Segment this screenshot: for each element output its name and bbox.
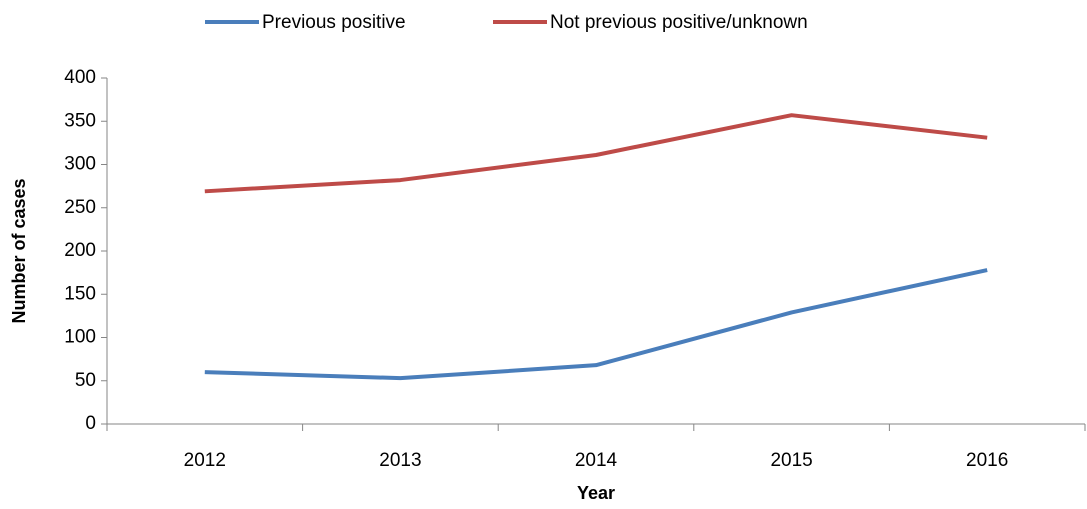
x-tick-label: 2013 <box>379 450 421 471</box>
x-tick-label: 2016 <box>966 450 1008 471</box>
y-tick-label: 50 <box>75 370 96 391</box>
x-axis-label: Year <box>577 483 615 503</box>
y-tick-label: 100 <box>64 327 96 348</box>
y-tick-label: 250 <box>64 197 96 218</box>
series-line <box>204 268 988 381</box>
y-tick-label: 350 <box>64 110 96 131</box>
legend-label: Previous positive <box>262 12 406 33</box>
y-axis-label: Number of cases <box>9 178 29 323</box>
x-tick-label: 2012 <box>184 450 226 471</box>
y-tick-label: 400 <box>64 67 96 88</box>
x-tick-label: 2015 <box>770 450 812 471</box>
y-tick-label: 150 <box>64 283 96 304</box>
y-tick-label: 300 <box>64 154 96 175</box>
y-tick-label: 0 <box>85 413 96 434</box>
series-line <box>204 113 988 194</box>
y-tick-label: 200 <box>64 240 96 261</box>
x-tick-label: 2014 <box>575 450 618 471</box>
legend-label: Not previous positive/unknown <box>550 12 808 33</box>
